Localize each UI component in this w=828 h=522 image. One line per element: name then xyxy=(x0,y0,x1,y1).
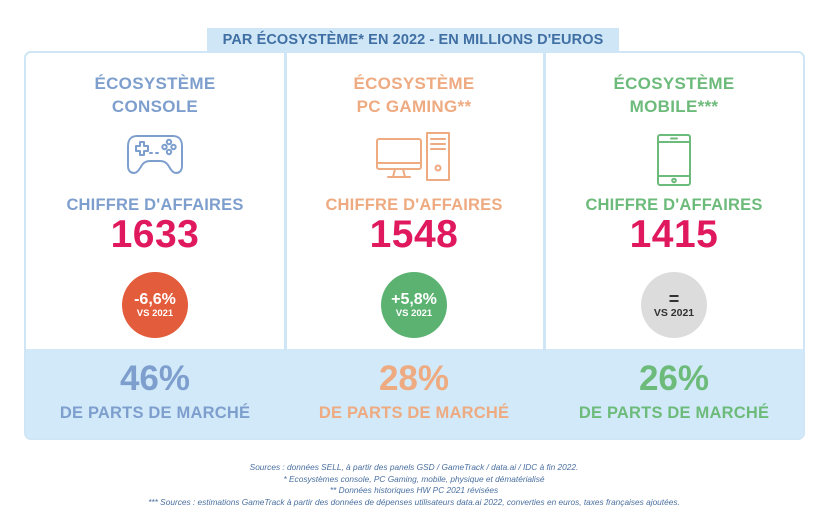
change-badge: +5,8% VS 2021 xyxy=(381,272,447,338)
change-badge: -6,6% VS 2021 xyxy=(122,272,188,338)
revenue-label: CHIFFRE D'AFFAIRES xyxy=(585,196,763,214)
ecosystem-title-line1: ÉCOSYSTÈME xyxy=(613,74,735,93)
ecosystem-title-line2: CONSOLE xyxy=(111,97,199,116)
gamepad-icon xyxy=(125,133,185,180)
change-badge: = VS 2021 xyxy=(641,272,707,338)
change-value: = xyxy=(668,288,680,309)
ecosystem-title: ÉCOSYSTÈME CONSOLE xyxy=(26,72,284,118)
revenue-value: 1415 xyxy=(629,213,719,256)
change-value: +5,8% xyxy=(391,291,437,308)
market-share-value: 26% xyxy=(638,359,710,398)
ecosystem-title-line1: ÉCOSYSTÈME xyxy=(94,74,216,93)
ecosystem-title-line2: MOBILE*** xyxy=(629,97,719,116)
change-label: VS 2021 xyxy=(653,306,695,319)
section-banner: PAR ÉCOSYSTÈME* EN 2022 - EN MILLIONS D'… xyxy=(207,28,619,52)
market-share-value: 46% xyxy=(119,359,191,398)
footnote-ecosystems: * Ecosystèmes console, PC Gaming, mobile… xyxy=(283,473,545,484)
revenue-value: 1548 xyxy=(369,213,459,256)
footnotes: Sources : données SELL, à partir des pan… xyxy=(0,462,828,508)
smartphone-icon xyxy=(656,133,692,192)
ecosystem-console: ÉCOSYSTÈME CONSOLE CHIFFRE D'AFFAIRES 16… xyxy=(26,53,284,438)
market-share-band xyxy=(26,349,803,438)
revenue-label: CHIFFRE D'AFFAIRES xyxy=(66,196,244,214)
ecosystem-title: ÉCOSYSTÈME MOBILE*** xyxy=(545,72,803,118)
change-label: VS 2021 xyxy=(136,308,174,319)
column-divider xyxy=(543,53,546,351)
footnote-mobile-sources: *** Sources : estimations GameTrack à pa… xyxy=(148,496,680,507)
footnote-pc-data: ** Données historiques HW PC 2021 révisé… xyxy=(329,485,499,495)
ecosystem-pc-gaming: ÉCOSYSTÈME PC GAMING** CHIFFRE D'AFFAIRE… xyxy=(285,53,543,438)
revenue-label: CHIFFRE D'AFFAIRES xyxy=(325,196,503,214)
market-share-value: 28% xyxy=(378,359,450,398)
desktop-computer-icon xyxy=(375,131,453,190)
change-label: VS 2021 xyxy=(395,308,433,319)
ecosystem-mobile: ÉCOSYSTÈME MOBILE*** CHIFFRE D'AFFAIRES … xyxy=(545,53,803,438)
revenue-value: 1633 xyxy=(110,213,200,256)
ecosystems-panel: ÉCOSYSTÈME CONSOLE CHIFFRE D'AFFAIRES 16… xyxy=(24,51,805,440)
ecosystem-title-line2: PC GAMING** xyxy=(356,97,472,116)
market-share-label: DE PARTS DE MARCHÉ xyxy=(59,404,251,422)
column-divider xyxy=(284,53,287,351)
ecosystem-title-line1: ÉCOSYSTÈME xyxy=(353,74,475,93)
change-value: -6,6% xyxy=(134,291,176,308)
footnote-sources: Sources : données SELL, à partir des pan… xyxy=(249,462,579,472)
market-share-label: DE PARTS DE MARCHÉ xyxy=(578,404,770,422)
market-share-label: DE PARTS DE MARCHÉ xyxy=(318,404,510,422)
ecosystem-title: ÉCOSYSTÈME PC GAMING** xyxy=(285,72,543,118)
